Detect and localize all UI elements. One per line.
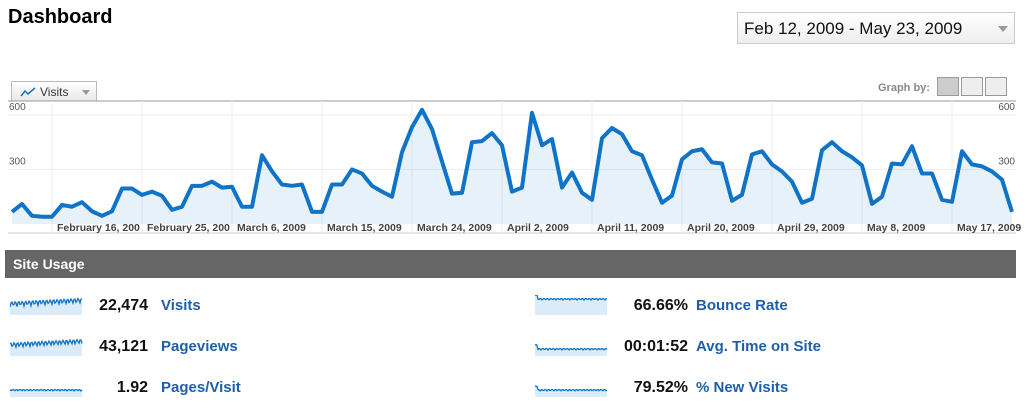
tab-arrow — [82, 90, 90, 95]
metric-label[interactable]: Pages/Visit — [161, 379, 241, 396]
y-tick-label-right: 600 — [998, 102, 1015, 113]
metric-value: 66.66% — [633, 297, 688, 314]
metric-value: 1.92 — [116, 379, 148, 396]
metric-label[interactable]: Bounce Rate — [696, 297, 788, 314]
y-tick-label-right: 300 — [998, 156, 1015, 167]
sparkline — [10, 338, 83, 356]
sparkline-line — [10, 297, 83, 309]
x-tick-label: May 17, 2009 — [957, 222, 1021, 234]
sparkline-area — [10, 389, 82, 397]
sparkline-area — [535, 344, 607, 356]
sparkline-area — [10, 298, 82, 315]
chart: 300 300 600 600 February 16, 200 February 25,… — [8, 100, 1021, 234]
sparkline-line — [10, 338, 83, 350]
x-tick-label: April 29, 2009 — [777, 222, 845, 234]
y-tick-label: 600 — [9, 102, 26, 113]
month-button[interactable] — [985, 77, 1007, 96]
sparkline — [10, 388, 83, 397]
x-tick-label: April 2, 2009 — [507, 222, 569, 234]
tab-icon — [20, 87, 36, 97]
metric-value: 79.52% — [633, 379, 688, 396]
sparkline-line — [535, 343, 608, 352]
x-tick-label: March 15, 2009 — [327, 222, 402, 234]
x-tick-label: May 8, 2009 — [867, 222, 926, 234]
date-range-picker[interactable]: Feb 12, 2009 - May 23, 2009 — [737, 12, 1015, 44]
sparkline-area — [10, 339, 82, 356]
metric-label[interactable]: Avg. Time on Site — [696, 338, 822, 355]
metric-tab[interactable]: Visits — [11, 81, 97, 101]
sparkline-line — [535, 295, 608, 302]
dropdown-arrow — [998, 26, 1008, 32]
section-title: Site Usage — [13, 256, 85, 272]
sparkline — [535, 295, 608, 315]
x-tick-label: February 16, 200 — [57, 222, 140, 234]
x-tick-label: March 24, 2009 — [417, 222, 492, 234]
metric-value: 00:01:52 — [623, 338, 688, 355]
section-header: Site Usage — [5, 250, 1016, 278]
sparkline-line — [535, 385, 608, 392]
sparkline-line — [10, 388, 83, 392]
sparkline — [10, 297, 83, 315]
sparkline — [535, 385, 608, 397]
x-tick-label: February 25, 200 — [147, 222, 230, 234]
sparkline — [535, 343, 608, 356]
metric-value: 43,121 — [99, 338, 148, 355]
line — [10, 107, 1014, 219]
x-tick-label: April 20, 2009 — [687, 222, 755, 234]
x-tick-label: April 11, 2009 — [597, 222, 664, 234]
x-tick-label: March 6, 2009 — [237, 222, 306, 234]
day-button[interactable] — [937, 77, 959, 96]
graph-by-label: Graph by: — [878, 82, 930, 94]
metric-value: 22,474 — [99, 297, 148, 314]
graph-by-buttons — [937, 77, 1009, 101]
y-tick-label: 300 — [9, 156, 26, 167]
metric-label[interactable]: Visits — [161, 297, 201, 314]
area — [12, 109, 1012, 224]
week-button[interactable] — [961, 77, 983, 96]
date-range: Feb 12, 2009 - May 23, 2009 — [744, 19, 963, 38]
metric-label[interactable]: % New Visits — [696, 379, 789, 396]
page-title: Dashboard — [8, 6, 113, 28]
tab-label: Visits — [40, 85, 69, 99]
metric-label[interactable]: Pageviews — [161, 338, 238, 355]
